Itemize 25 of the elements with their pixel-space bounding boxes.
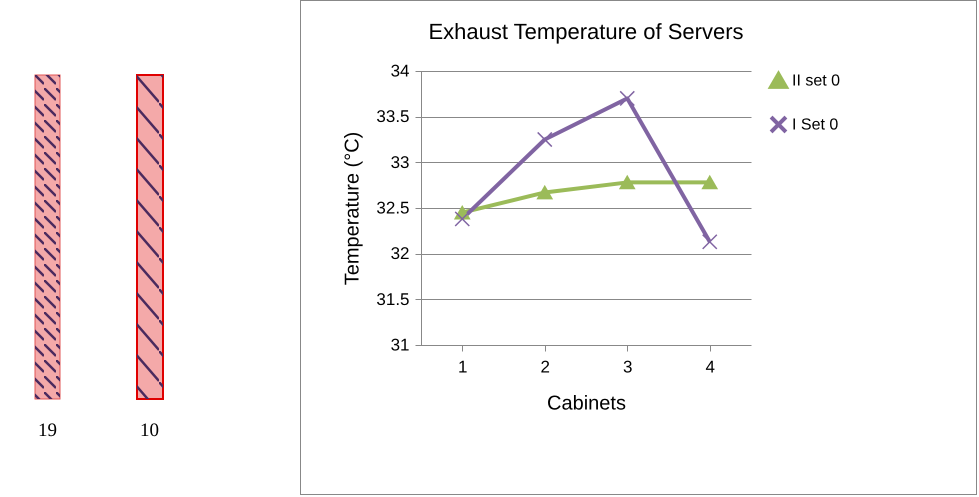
y-tick-label: 32.5: [376, 198, 410, 218]
y-tick-label: 31: [390, 336, 410, 354]
point: [454, 211, 470, 227]
text: 19: [38, 420, 57, 442]
y-tick-label: 34: [390, 62, 410, 80]
point: [536, 132, 553, 148]
x-tick-label: 4: [706, 358, 715, 376]
point: [536, 186, 553, 200]
y-tick-label: 31.5: [376, 290, 410, 309]
x-axis-title: Cabinets: [547, 392, 626, 414]
y-tick-label: 33.5: [376, 107, 410, 126]
point: [702, 234, 718, 250]
legend-label: II set 0: [792, 72, 840, 90]
point: [619, 90, 636, 106]
x-tick-label: 1: [458, 358, 468, 376]
y-tick-label: 32: [390, 244, 410, 264]
x-tick-label: 2: [540, 358, 550, 376]
y-tick-label: 33: [390, 152, 410, 172]
x-tick-label: 3: [623, 358, 632, 376]
chart-title: Exhaust Temperature of Servers: [428, 19, 744, 44]
y-axis-title: Temperature (°C): [341, 132, 364, 286]
text: 10: [140, 420, 159, 442]
point: [702, 176, 718, 190]
point: [619, 176, 636, 190]
legend-label: I Set 0: [792, 116, 838, 134]
